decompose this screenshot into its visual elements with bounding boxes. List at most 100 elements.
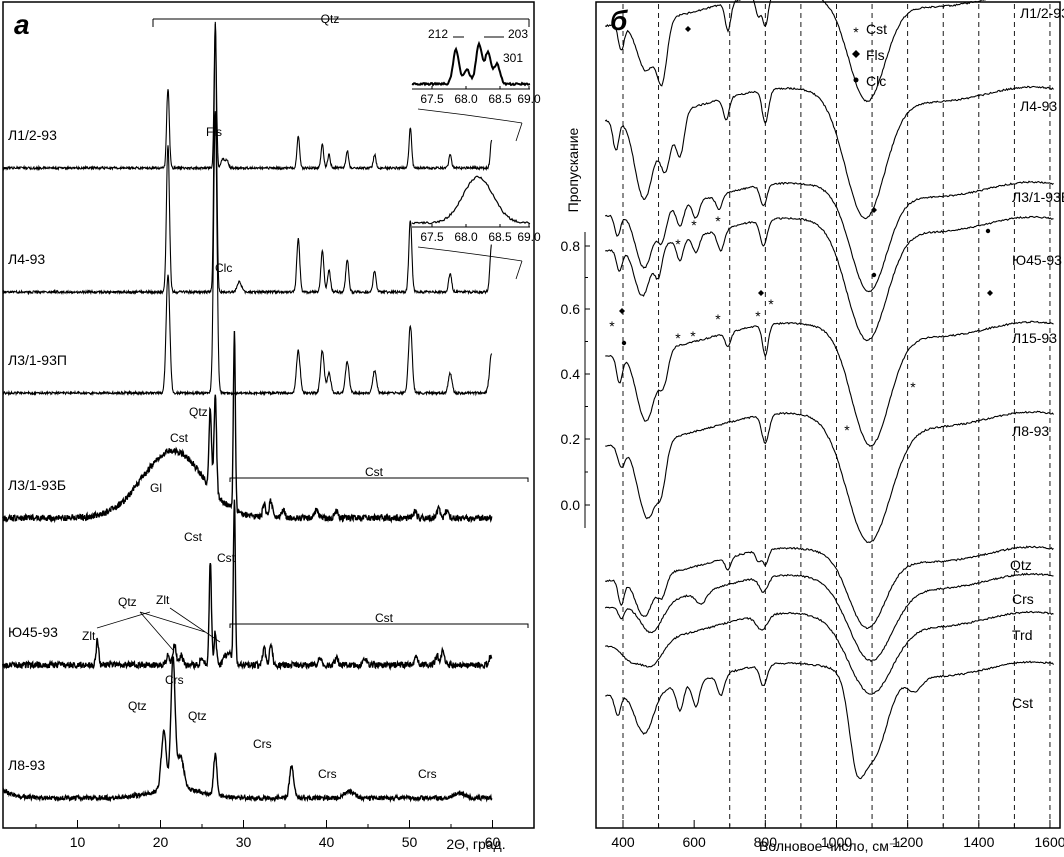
xrd-series-label: Л4-93 <box>8 251 45 267</box>
ftir-x-tick-label: 1200 <box>892 834 923 850</box>
qtz-bracket-label: Qtz <box>321 12 340 26</box>
ftir-series-label: Л15-93 <box>1012 330 1057 346</box>
xrd-series-label: Ю45-93 <box>8 624 58 640</box>
inset-connector <box>417 108 523 124</box>
ftir-x-tick-label: 1000 <box>821 834 852 850</box>
qtz-label: Qtz <box>188 709 207 723</box>
xrd-x-axis: 10 20 30 40 50 60 <box>35 820 501 850</box>
inset-tick-label: 68.0 <box>454 92 478 106</box>
cst-star-marker: * <box>844 422 850 438</box>
ftir-x-axis: 400 600 800 1000 1200 1400 1600 <box>611 820 1064 850</box>
qtz-label: Qtz <box>118 595 137 609</box>
ftir-y-axis: 0.0 0.2 0.4 0.6 0.8 <box>561 232 590 528</box>
inset-tick-label: 69.0 <box>517 92 541 106</box>
xrd-trace-line <box>2 23 492 296</box>
qtz-label: Qtz <box>128 699 147 713</box>
inset-hkl-label: 203 <box>508 27 528 41</box>
xrd-x-tick-label: 40 <box>319 834 335 850</box>
fls-diamond-marker <box>619 308 625 314</box>
ftir-x-tick-label: 1600 <box>1034 834 1064 850</box>
fls-diamond-marker <box>685 26 691 32</box>
ftir-y-tick-label: 0.0 <box>561 497 581 513</box>
cst-bracket-label: Cst <box>365 465 384 479</box>
cst-star-marker: * <box>715 311 721 327</box>
fls-diamond-marker <box>871 207 877 213</box>
ftir-series-label: Л1/2-93 <box>1020 5 1064 21</box>
ftir-series-label: Л4-93 <box>1020 98 1057 114</box>
ftir-trace-line <box>605 610 1054 695</box>
xrd-x-axis-title: 2Θ, град. <box>446 836 505 852</box>
inset-tick-label: 68.5 <box>488 230 512 244</box>
ftir-trace-line <box>605 320 1054 447</box>
cst-bracket <box>229 477 529 482</box>
cst-star-marker: * <box>910 379 916 395</box>
ftir-y-tick-label: 0.8 <box>561 238 581 254</box>
inset-connector <box>417 246 523 262</box>
cst-label: Cst <box>170 431 189 445</box>
zlt-label: Zlt <box>156 593 170 607</box>
ftir-series-label: Trd <box>1012 627 1032 643</box>
ftir-traces: Л1/2-93 Л4-93 Л3/1-93Б Ю45-93 Л15-93 Л8-93 Qtz… <box>604 0 1064 780</box>
ftir-frame <box>595 1 1061 829</box>
xrd-panel: a Л1/2-93 Л4-93 Л3/1-93П Л3/1-93Б Ю45-93 Л8-9… <box>2 1 541 852</box>
inset-hkl-label: 212 <box>428 27 448 41</box>
ftir-series-label: Qtz <box>1010 557 1032 573</box>
ftir-series-label: Л8-93 <box>1012 423 1049 439</box>
xrd-trace-line <box>2 499 493 671</box>
xrd-series-label: Л3/1-93П <box>8 352 67 368</box>
gl-label: Gl <box>150 481 162 495</box>
fls-diamond-marker <box>758 290 764 296</box>
inset-tick-label: 68.5 <box>488 92 512 106</box>
ftir-trace-line <box>604 85 1054 220</box>
crs-label: Crs <box>253 737 272 751</box>
crs-label: Crs <box>418 767 437 781</box>
zlt-label: Zlt <box>82 629 96 643</box>
xrd-x-tick-label: 20 <box>153 834 169 850</box>
legend-star-icon: * <box>853 24 859 40</box>
label-leader-lines <box>96 607 221 651</box>
clc-label: Clc <box>215 261 232 275</box>
cst-bracket <box>229 623 529 628</box>
cst-star-marker: * <box>675 236 681 252</box>
cst-star-marker: * <box>609 318 615 334</box>
xrd-x-tick-label: 30 <box>236 834 252 850</box>
qtz-bracket <box>152 18 530 27</box>
ftir-panel: б Л1/2-93 Л4-93 Л3/1-93Б Ю45-93 Л15-93 Л8-93 Q… <box>561 0 1064 854</box>
xrd-traces: Л1/2-93 Л4-93 Л3/1-93П Л3/1-93Б Ю45-93 Л8-93 <box>2 21 493 803</box>
ftir-y-tick-label: 0.2 <box>561 431 581 447</box>
xrd-trace-line <box>2 330 493 524</box>
ftir-x-axis-title: Волновое число, см⁻¹ <box>759 838 901 854</box>
ftir-series-label: Л3/1-93Б <box>1012 189 1064 205</box>
cst-bracket-label: Cst <box>375 611 394 625</box>
ftir-x-tick-label: 400 <box>611 834 635 850</box>
legend-label: Clc <box>866 73 886 89</box>
ftir-trace-line <box>605 410 1054 544</box>
inset-trace <box>411 175 531 225</box>
inset-hkl-label: 301 <box>503 51 523 65</box>
ftir-series-label: Ю45-93 <box>1012 252 1062 268</box>
ftir-y-tick-label: 0.4 <box>561 366 581 382</box>
cst-star-marker: * <box>755 308 761 324</box>
xrd-x-tick-label: 60 <box>485 834 501 850</box>
cst-star-marker: * <box>691 217 697 233</box>
inset-connector <box>515 260 523 280</box>
inset-connector <box>515 122 523 142</box>
xrd-trace-line <box>2 21 493 172</box>
legend-diamond-icon <box>852 50 860 58</box>
ftir-y-tick-label: 0.6 <box>561 301 581 317</box>
crs-label: Crs <box>165 673 184 687</box>
fls-diamond-marker <box>987 290 993 296</box>
qtz-label: Qtz <box>189 405 208 419</box>
ftir-x-tick-label: 800 <box>754 834 778 850</box>
ftir-markers: * * * * * * * * * * * <box>609 26 993 438</box>
ftir-trace-line <box>604 572 1054 663</box>
cst-star-marker: * <box>768 296 774 312</box>
inset-tick-label: 67.5 <box>420 92 444 106</box>
cst-label: Cst <box>184 530 203 544</box>
ftir-series-label: Cst <box>1012 695 1033 711</box>
ftir-dashed-lines <box>622 4 1051 826</box>
ftir-y-axis-title: Пропускание <box>565 127 581 212</box>
fls-label: Fls <box>206 125 222 139</box>
xrd-trace-line <box>2 111 493 397</box>
